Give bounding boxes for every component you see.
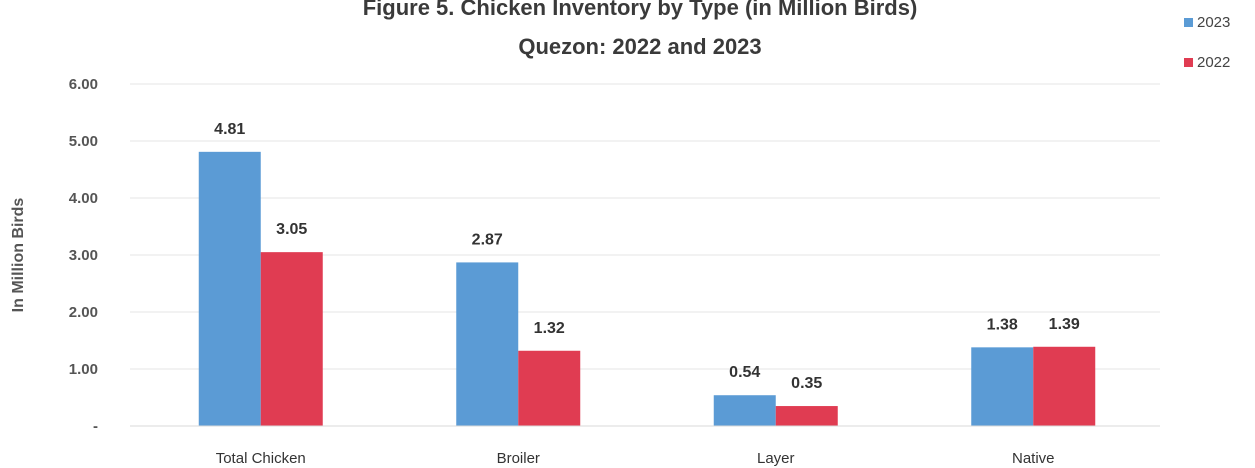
x-tick-label: Native	[1012, 450, 1055, 467]
legend-label-2022: 2022	[1197, 53, 1231, 71]
legend-item-2023: 2023	[1184, 12, 1230, 32]
data-label: 0.35	[791, 375, 822, 392]
data-label: 1.38	[987, 316, 1018, 333]
bar	[198, 151, 261, 426]
legend-swatch-2022	[1184, 57, 1193, 67]
chart-subtitle: Quezon: 2022 and 2023	[518, 34, 762, 59]
bar	[1033, 346, 1096, 426]
bar	[713, 395, 776, 426]
y-tick-label: 2.00	[69, 304, 98, 321]
legend-item-2022: 2022	[1184, 52, 1230, 72]
y-tick-label: 6.00	[69, 76, 98, 93]
x-tick-label: Total Chicken	[216, 450, 306, 467]
y-tick-label: -	[93, 418, 98, 435]
data-label: 4.81	[214, 121, 245, 138]
bar	[971, 347, 1034, 426]
legend-label-2023: 2023	[1197, 13, 1231, 31]
x-tick-label: Layer	[757, 450, 795, 467]
bar	[260, 252, 323, 426]
y-axis-label: In Million Birds	[10, 198, 27, 313]
data-label: 2.87	[472, 231, 503, 248]
y-tick-label: 3.00	[69, 247, 98, 264]
data-label: 0.54	[729, 364, 760, 381]
bar	[518, 350, 581, 426]
x-tick-label: Broiler	[497, 450, 540, 467]
bar	[456, 262, 519, 426]
data-label: 1.39	[1049, 316, 1080, 333]
y-tick-label: 5.00	[69, 133, 98, 150]
legend-swatch-2023	[1184, 17, 1193, 27]
y-tick-label: 1.00	[69, 361, 98, 378]
bar	[775, 406, 838, 426]
data-label: 3.05	[276, 221, 307, 238]
chart-title: Figure 5. Chicken Inventory by Type (in …	[362, 0, 918, 20]
data-label: 1.32	[534, 320, 565, 337]
legend: 2023 2022	[1184, 12, 1230, 92]
y-tick-label: 4.00	[69, 190, 98, 207]
